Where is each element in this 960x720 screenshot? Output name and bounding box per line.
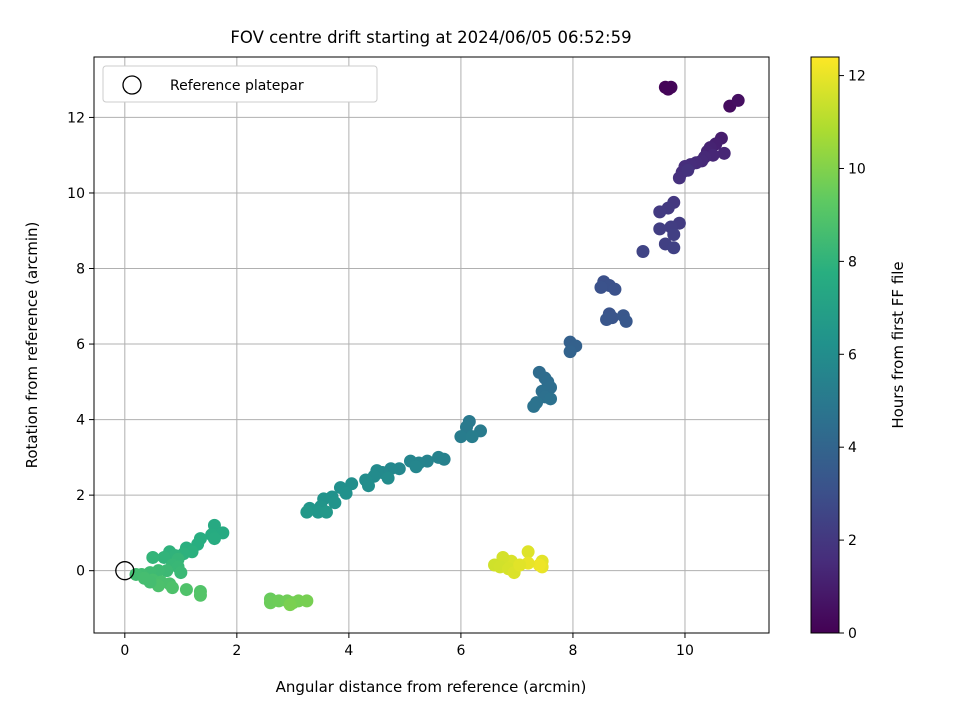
plot-frame — [93, 56, 770, 634]
y-tick-label: 6 — [76, 337, 85, 353]
data-point — [594, 280, 608, 294]
plot-area: 0 2 4 6 8 10 0 2 4 6 8 10 12 — [67, 56, 770, 659]
legend: Reference platepar — [102, 65, 378, 103]
data-point — [193, 588, 207, 602]
data-point — [179, 583, 193, 597]
data-point — [345, 477, 359, 491]
data-point — [532, 558, 546, 572]
data-point — [165, 581, 179, 595]
data-point — [300, 594, 314, 608]
colorbar-gradient — [810, 56, 840, 634]
data-point — [157, 550, 171, 564]
data-point — [667, 228, 681, 242]
x-tick-label: 0 — [120, 643, 129, 659]
chart-title: FOV centre drift starting at 2024/06/05 … — [230, 28, 631, 47]
data-point — [432, 450, 446, 464]
colorbar-tick-label: 0 — [848, 626, 857, 642]
colorbar-tick-label: 12 — [848, 69, 866, 85]
data-point — [563, 345, 577, 359]
x-tick-label: 10 — [676, 643, 694, 659]
y-axis-ticks: 0 2 4 6 8 10 12 — [67, 110, 94, 580]
data-point — [527, 399, 541, 413]
legend-marker-icon — [122, 75, 142, 95]
x-tick-label: 6 — [456, 643, 465, 659]
grid-lines — [94, 57, 769, 633]
scatter-points — [129, 80, 745, 612]
legend-label: Reference platepar — [170, 78, 304, 94]
data-point — [731, 93, 745, 107]
data-point — [513, 558, 527, 572]
data-point — [619, 314, 633, 328]
data-point — [146, 550, 160, 564]
colorbar: 0 2 4 6 8 10 12 Hours from first FF file — [810, 56, 907, 642]
y-tick-label: 2 — [76, 488, 85, 504]
data-point — [653, 222, 667, 236]
data-point — [339, 486, 353, 500]
data-point — [283, 598, 297, 612]
data-point — [600, 313, 614, 327]
data-point — [300, 505, 314, 519]
data-point — [608, 282, 622, 296]
data-point — [544, 392, 558, 406]
reference-point-marker — [115, 561, 135, 581]
y-tick-label: 10 — [67, 186, 85, 202]
data-point — [667, 241, 681, 255]
colorbar-tick-label: 4 — [848, 440, 857, 456]
data-point — [465, 430, 479, 444]
data-point — [460, 420, 474, 434]
x-axis-label: Angular distance from reference (arcmin) — [276, 678, 587, 696]
data-point — [653, 205, 667, 219]
data-point — [381, 471, 395, 485]
colorbar-tick-label: 10 — [848, 161, 866, 177]
colorbar-ticks: 0 2 4 6 8 10 12 — [839, 69, 866, 642]
y-axis-label: Rotation from reference (arcmin) — [23, 222, 41, 469]
data-point — [143, 575, 157, 589]
y-tick-label: 12 — [67, 110, 85, 126]
colorbar-tick-label: 2 — [848, 533, 857, 549]
data-point — [409, 460, 423, 474]
y-tick-label: 4 — [76, 413, 85, 429]
colorbar-tick-label: 6 — [848, 347, 857, 363]
data-point — [681, 163, 695, 177]
data-point — [207, 532, 221, 546]
data-point — [717, 146, 731, 160]
data-point — [174, 566, 188, 580]
x-tick-label: 8 — [568, 643, 577, 659]
data-point — [661, 82, 675, 96]
colorbar-tick-label: 8 — [848, 254, 857, 270]
legend-box — [102, 65, 378, 103]
data-point — [454, 430, 468, 444]
data-point — [636, 245, 650, 259]
data-point — [319, 505, 333, 519]
x-axis-ticks: 0 2 4 6 8 10 — [120, 633, 694, 659]
x-tick-label: 2 — [232, 643, 241, 659]
data-point — [672, 171, 686, 185]
data-point — [521, 545, 535, 559]
y-tick-label: 8 — [76, 262, 85, 278]
data-point — [328, 496, 342, 510]
data-point — [361, 479, 375, 493]
y-tick-label: 0 — [76, 564, 85, 580]
x-tick-label: 4 — [344, 643, 353, 659]
colorbar-label: Hours from first FF file — [889, 261, 907, 428]
